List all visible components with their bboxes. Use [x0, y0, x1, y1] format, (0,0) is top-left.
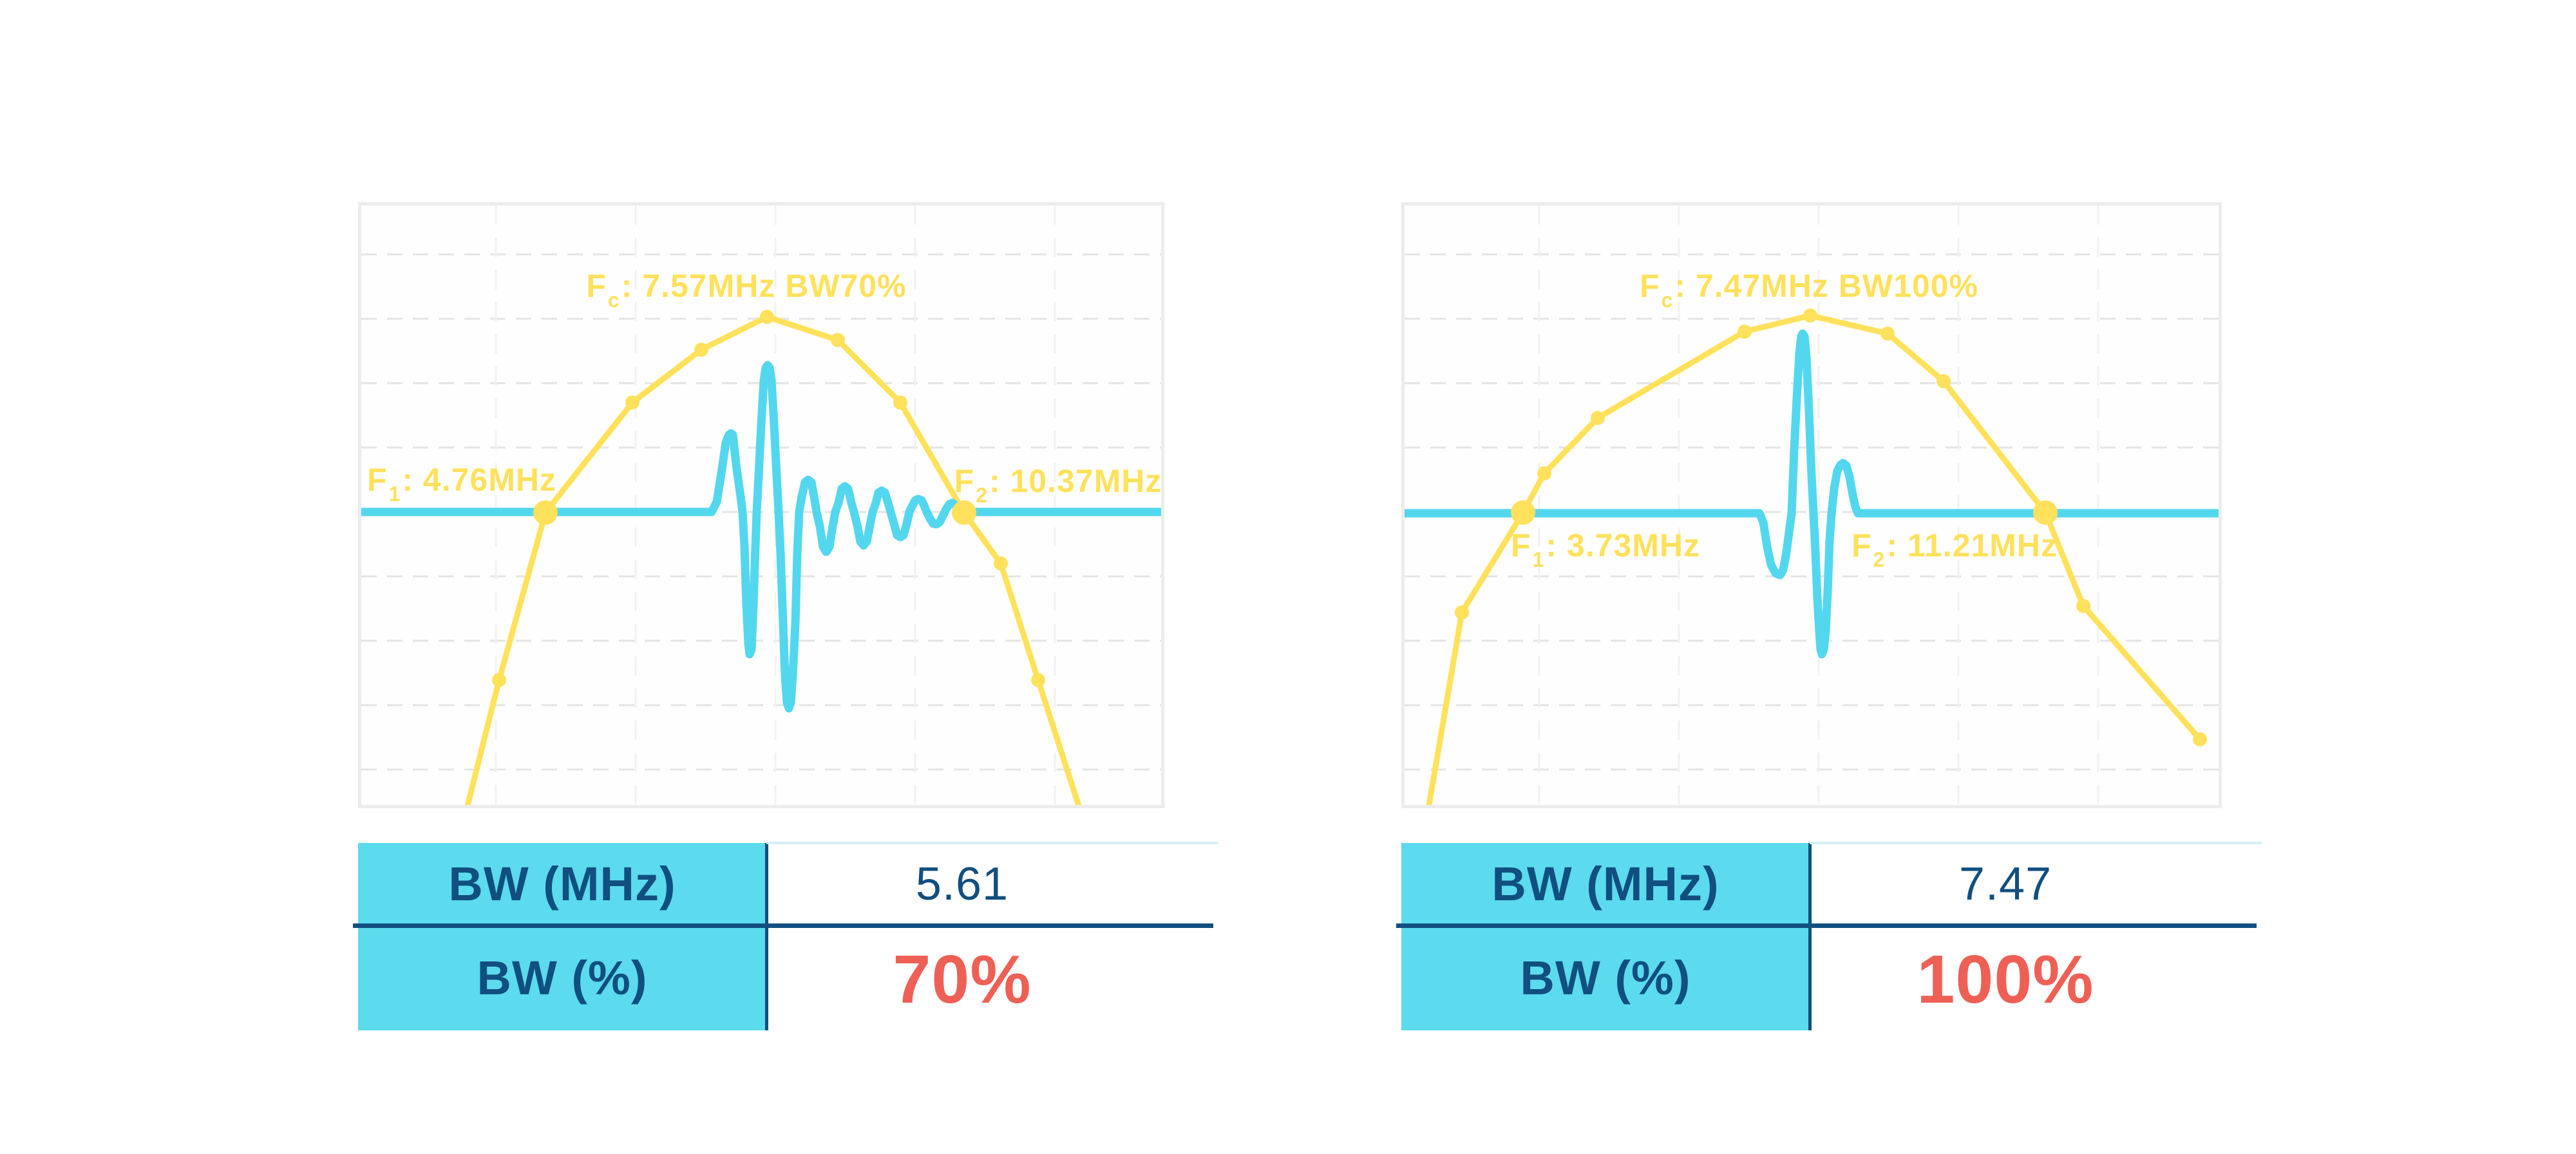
- chart-plot-svg-100: [1405, 205, 2219, 805]
- bandwidth-edge-marker: [952, 500, 976, 525]
- f2-value-text: : 10.37MHz: [989, 463, 1162, 499]
- fc-value-text: : 7.57MHz BW70%: [621, 268, 907, 304]
- spectrum-marker: [760, 310, 774, 324]
- f2-subscript: 2: [1873, 548, 1886, 571]
- spectrum-marker: [1031, 673, 1045, 687]
- f2-symbol: F: [954, 463, 975, 499]
- fc-value-text: : 7.47MHz BW100%: [1674, 268, 1979, 304]
- spectrum-marker: [1937, 374, 1951, 388]
- bandwidth-edge-marker: [1511, 500, 1535, 525]
- table-value-top-border: [1810, 842, 2262, 844]
- table-label-column: [358, 843, 766, 1030]
- bw-percent-value-cell: 70%: [893, 941, 1032, 1017]
- spectrum-marker: [1803, 308, 1817, 323]
- f1-value-text: : 4.76MHz: [402, 462, 556, 498]
- spectrum-marker: [625, 395, 639, 410]
- f1-subscript: 1: [1532, 548, 1545, 571]
- table-value-top-border: [766, 842, 1218, 844]
- bandwidth-table-70: BW (MHz) BW (%) 5.61 70%: [353, 842, 1218, 1030]
- bandwidth-table-100: BW (MHz) BW (%) 7.47 100%: [1396, 842, 2262, 1030]
- table-row-divider: [1396, 923, 2257, 928]
- bw-percent-label-cell: BW (%): [477, 951, 648, 1005]
- spectrum-marker: [2076, 599, 2090, 613]
- chart-plot-svg-70: [361, 205, 1161, 805]
- table-column-divider: [765, 843, 768, 1030]
- spectrum-marker: [1738, 325, 1752, 339]
- spectrum-marker: [994, 556, 1008, 571]
- fc-subscript: c: [1661, 288, 1674, 312]
- table-column-divider: [1808, 843, 1812, 1030]
- pulse-spectrum-panel-70: Fc: 7.57MHz BW70% F1: 4.76MHz F2: 10.37M…: [358, 202, 1164, 808]
- spectrum-marker: [1880, 326, 1895, 341]
- spectrum-marker: [492, 673, 506, 687]
- pulse-waveform: [1405, 329, 2219, 659]
- f1-subscript: 1: [388, 482, 401, 506]
- spectrum-marker: [893, 395, 907, 410]
- bw-mhz-value-cell: 7.47: [1958, 858, 2052, 910]
- fc-symbol: F: [586, 268, 607, 304]
- spectrum-marker: [2193, 732, 2207, 746]
- low-cutoff-label: F1: 4.76MHz: [367, 461, 556, 506]
- spectrum-marker: [1591, 411, 1605, 425]
- f2-subscript: 2: [976, 484, 988, 507]
- spectrum-marker: [831, 333, 845, 347]
- bw-mhz-value-cell: 5.61: [915, 858, 1009, 910]
- bandwidth-edge-marker: [2033, 500, 2058, 525]
- table-row-divider: [353, 923, 1213, 928]
- fc-symbol: F: [1639, 268, 1660, 304]
- table-label-column: [1401, 843, 1810, 1030]
- bw-mhz-label-cell: BW (MHz): [1492, 857, 1719, 911]
- pulse-waveform: [361, 361, 1161, 713]
- spectrum-marker: [1537, 466, 1551, 480]
- center-frequency-label: Fc: 7.57MHz BW70%: [586, 267, 907, 312]
- bw-mhz-label-cell: BW (MHz): [448, 857, 676, 911]
- spectrum-marker: [1455, 605, 1469, 620]
- pulse-spectrum-panel-100: Fc: 7.47MHz BW100% F1: 3.73MHz F2: 11.21…: [1401, 202, 2222, 808]
- f1-value-text: : 3.73MHz: [1546, 527, 1700, 563]
- spectrum-curve: [464, 314, 1082, 805]
- bw-percent-value-cell: 100%: [1917, 941, 2094, 1017]
- f1-symbol: F: [367, 462, 388, 498]
- f2-symbol: F: [1851, 527, 1872, 563]
- bandwidth-edge-marker: [533, 500, 558, 525]
- f2-value-text: : 11.21MHz: [1886, 527, 2058, 563]
- high-cutoff-label: F2: 11.21MHz: [1851, 527, 2058, 571]
- high-cutoff-label: F2: 10.37MHz: [954, 462, 1162, 507]
- center-frequency-label: Fc: 7.47MHz BW100%: [1639, 267, 1979, 312]
- bw-percent-label-cell: BW (%): [1520, 951, 1691, 1005]
- low-cutoff-label: F1: 3.73MHz: [1511, 527, 1700, 571]
- spectrum-marker: [694, 343, 708, 357]
- spectrum-curve: [1426, 312, 2203, 805]
- fc-subscript: c: [607, 288, 620, 312]
- f1-symbol: F: [1511, 527, 1531, 563]
